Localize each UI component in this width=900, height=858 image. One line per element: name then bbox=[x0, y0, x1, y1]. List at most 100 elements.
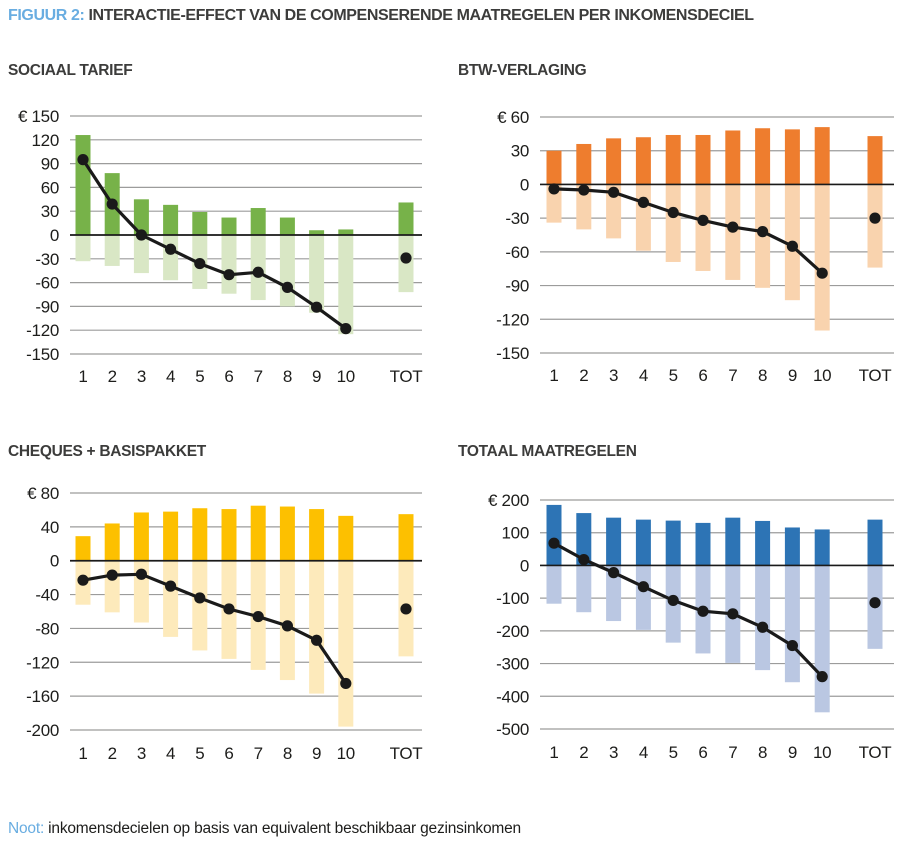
x-tick-label: 10 bbox=[337, 367, 355, 386]
x-tick-label: 3 bbox=[137, 744, 146, 763]
x-tick-label: 5 bbox=[195, 367, 204, 386]
bar-positive bbox=[309, 230, 325, 235]
y-tick-label: 40 bbox=[41, 518, 59, 537]
x-tick-label: 6 bbox=[224, 367, 233, 386]
bar-positive bbox=[192, 211, 208, 235]
y-tick-label: 0 bbox=[520, 556, 529, 575]
bar-positive bbox=[546, 150, 562, 185]
net-effect-dot bbox=[340, 323, 352, 335]
bar-positive bbox=[576, 513, 592, 566]
x-tick-label: 9 bbox=[312, 744, 321, 763]
bar-negative bbox=[104, 560, 120, 613]
y-tick-label: -150 bbox=[496, 344, 529, 363]
x-tick-label: 9 bbox=[788, 366, 797, 385]
net-effect-dot bbox=[727, 221, 739, 233]
x-tick-label: 8 bbox=[758, 366, 767, 385]
bar-negative bbox=[309, 235, 325, 313]
net-effect-dot bbox=[252, 266, 264, 278]
net-effect-dot bbox=[311, 634, 323, 646]
x-tick-label: 5 bbox=[195, 744, 204, 763]
bar-positive bbox=[784, 129, 800, 185]
bar-positive bbox=[784, 527, 800, 566]
y-tick-label: -80 bbox=[35, 619, 59, 638]
net-effect-dot bbox=[400, 603, 412, 615]
net-effect-dot bbox=[608, 567, 620, 579]
net-effect-dot bbox=[548, 183, 560, 195]
y-tick-label: -120 bbox=[26, 321, 59, 340]
x-tick-label: 1 bbox=[549, 743, 558, 762]
bar-positive bbox=[576, 143, 592, 185]
net-effect-dot bbox=[786, 240, 798, 252]
y-tick-label: -30 bbox=[35, 250, 59, 269]
y-tick-label: -200 bbox=[26, 721, 59, 740]
bar-positive bbox=[250, 208, 266, 235]
bar-positive bbox=[338, 515, 354, 561]
y-tick-label: -90 bbox=[35, 297, 59, 316]
bar-positive bbox=[338, 229, 354, 235]
bar-negative bbox=[695, 184, 711, 271]
x-tick-label: 8 bbox=[758, 743, 767, 762]
x-tick-label: 1 bbox=[549, 366, 558, 385]
figure-title: INTERACTIE-EFFECT VAN DE COMPENSERENDE M… bbox=[88, 7, 754, 24]
bar-positive bbox=[279, 506, 295, 561]
panel-sociaal-tarief: SOCIAAL TARIEF € 150 120 90 60 30 0 -30 -60 -90 -… bbox=[0, 60, 450, 395]
net-effect-dot bbox=[194, 592, 206, 604]
x-tick-label: 3 bbox=[609, 743, 618, 762]
bar-negative bbox=[606, 184, 622, 239]
bar-positive bbox=[695, 522, 711, 566]
y-tick-label: 60 bbox=[41, 178, 59, 197]
chart-sociaal-tarief-plot: € 150 120 90 60 30 0 -30 -60 -90 -120 -150 1 2 3 4 5 6 7 8… bbox=[18, 107, 423, 386]
x-tick-label: 2 bbox=[579, 743, 588, 762]
net-effect-dot bbox=[400, 252, 412, 264]
x-tick-label: 7 bbox=[728, 743, 737, 762]
bar-negative bbox=[192, 560, 208, 651]
net-effect-line bbox=[553, 541, 824, 678]
bar-positive bbox=[398, 202, 414, 235]
figure-number-label: FIGUUR 2: bbox=[8, 7, 89, 24]
panel-totaal-maatregelen: TOTAAL MAATREGELEN € 200 100 0 -100 -200 -300… bbox=[450, 430, 900, 775]
chart-totaal-maatregelen-plot: € 200 100 0 -100 -200 -300 -400 -500 1 2 3 4 5 6 7 8 9 10… bbox=[488, 491, 894, 762]
panel-cheques-basispakket: CHEQUES + BASISPAKKET € 80 40 0 -40 -80 -120 -… bbox=[0, 430, 450, 775]
figure-header: FIGUUR 2: INTERACTIE-EFFECT VAN DE COMPE… bbox=[8, 7, 754, 25]
y-tick-label: -150 bbox=[26, 345, 59, 364]
chart-btw-verlaging-plot: € 60 30 0 -30 -60 -90 -120 -150 1 2 3 4 5 6 7 8 9 10 TOT bbox=[496, 108, 894, 385]
bar-positive bbox=[163, 511, 179, 561]
bar-negative bbox=[576, 184, 592, 230]
note-text: inkomensdecielen op basis van equivalent… bbox=[48, 820, 521, 837]
bar-negative bbox=[546, 565, 562, 604]
bar-positive bbox=[546, 504, 562, 566]
chart-title-cheques-basispakket: CHEQUES + BASISPAKKET bbox=[8, 443, 206, 460]
y-tick-label: € 200 bbox=[488, 491, 529, 510]
net-effect-dot bbox=[637, 196, 649, 209]
bar-positive bbox=[606, 138, 622, 185]
bar-positive bbox=[606, 517, 622, 566]
y-tick-label: -200 bbox=[496, 622, 529, 641]
x-tick-label: 2 bbox=[108, 367, 117, 386]
net-effect-dot bbox=[637, 581, 649, 593]
bar-negative bbox=[163, 560, 179, 637]
y-tick-label: -60 bbox=[35, 274, 59, 293]
bar-negative bbox=[576, 565, 592, 613]
bar-positive bbox=[279, 217, 295, 235]
bar-negative bbox=[338, 560, 354, 727]
net-effect-dot bbox=[281, 281, 293, 293]
x-tick-label: 4 bbox=[166, 744, 175, 763]
bar-negative bbox=[867, 184, 883, 268]
net-effect-dot bbox=[135, 568, 147, 580]
bar-positive bbox=[725, 517, 741, 566]
x-tick-label: 2 bbox=[579, 366, 588, 385]
y-tick-label: 0 bbox=[520, 175, 529, 194]
chart-title-totaal-maatregelen: TOTAAL MAATREGELEN bbox=[458, 443, 637, 460]
x-tick-label: 4 bbox=[639, 366, 648, 385]
net-effect-dot bbox=[194, 257, 206, 270]
x-tick-label: 7 bbox=[254, 744, 263, 763]
net-effect-dot bbox=[816, 267, 828, 279]
x-tick-label: 10 bbox=[337, 744, 355, 763]
bar-positive bbox=[814, 529, 830, 566]
x-tick-label: 6 bbox=[224, 744, 233, 763]
bar-positive bbox=[635, 519, 651, 566]
bar-positive bbox=[665, 520, 681, 566]
bar-negative bbox=[104, 235, 120, 266]
net-effect-dot bbox=[165, 243, 177, 255]
y-tick-label: € 80 bbox=[27, 484, 59, 503]
